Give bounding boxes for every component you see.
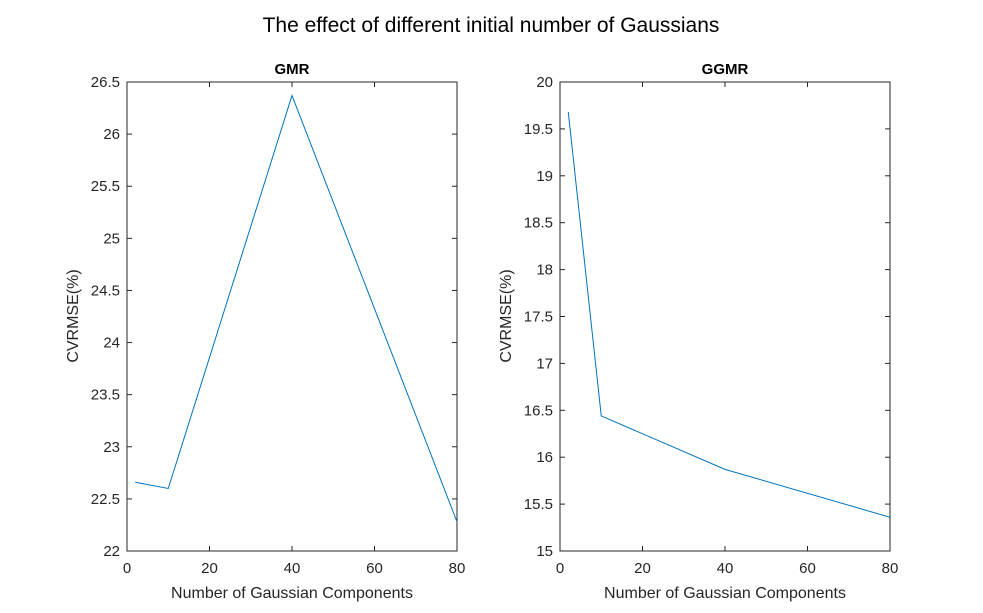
gmr-y-tick-label: 25.5 (91, 178, 120, 195)
gmr-y-tick-label: 24 (103, 335, 120, 352)
ggmr-x-tick-label: 40 (717, 560, 734, 577)
gmr-y-tick-label: 22.5 (91, 491, 120, 508)
ggmr-axes: GGMR Number of Gaussian Components CVRMS… (498, 61, 898, 602)
gmr-x-tick-label: 80 (449, 560, 466, 577)
ggmr-y-tick-label: 15 (536, 543, 553, 560)
ggmr-y-tick-label: 17 (536, 355, 553, 372)
figure-title: The effect of different initial number o… (263, 14, 720, 37)
gmr-y-tick-label: 23.5 (91, 387, 120, 404)
ggmr-y-axis-label: CVRMSE(%) (498, 269, 515, 362)
ggmr-y-tick-label: 19.5 (524, 121, 553, 138)
gmr-y-tick-label: 22 (103, 543, 120, 560)
ggmr-plot-area (559, 81, 891, 552)
ggmr-y-tick-label: 19 (536, 168, 553, 185)
ggmr-x-tick-label: 60 (799, 560, 816, 577)
gmr-y-tick-label: 23 (103, 439, 120, 456)
ggmr-y-tick-label: 20 (536, 74, 553, 91)
gmr-y-tick-label: 25 (103, 230, 120, 247)
ggmr-y-tick-label: 18.5 (524, 215, 553, 232)
gmr-title: GMR (275, 61, 310, 78)
ggmr-y-tick-label: 17.5 (524, 309, 553, 326)
ggmr-y-tick-label: 16 (536, 449, 553, 466)
gmr-y-axis-label: CVRMSE(%) (65, 269, 82, 362)
ggmr-y-tick-label: 15.5 (524, 496, 553, 513)
gmr-x-tick-label: 60 (366, 560, 383, 577)
gmr-axes: GMR Number of Gaussian Components CVRMSE… (65, 61, 465, 602)
gmr-x-tick-label: 40 (284, 560, 301, 577)
gmr-series-line (135, 94, 458, 523)
gmr-y-tick-label: 26 (103, 126, 120, 143)
gmr-x-tick-label: 20 (201, 560, 218, 577)
ggmr-x-axis-label: Number of Gaussian Components (604, 585, 846, 602)
ggmr-x-tick-label: 80 (882, 560, 899, 577)
gmr-plot-area (126, 81, 458, 552)
gmr-y-tick-label: 26.5 (91, 74, 120, 91)
ggmr-series-line (567, 111, 891, 518)
gmr-x-axis-label: Number of Gaussian Components (171, 585, 413, 602)
gmr-x-tick-label: 0 (123, 560, 131, 577)
ggmr-title: GGMR (702, 61, 749, 78)
ggmr-x-tick-label: 0 (556, 560, 564, 577)
ggmr-y-tick-label: 18 (536, 262, 553, 279)
ggmr-x-tick-label: 20 (634, 560, 651, 577)
gmr-y-tick-label: 24.5 (91, 282, 120, 299)
ggmr-y-tick-label: 16.5 (524, 402, 553, 419)
